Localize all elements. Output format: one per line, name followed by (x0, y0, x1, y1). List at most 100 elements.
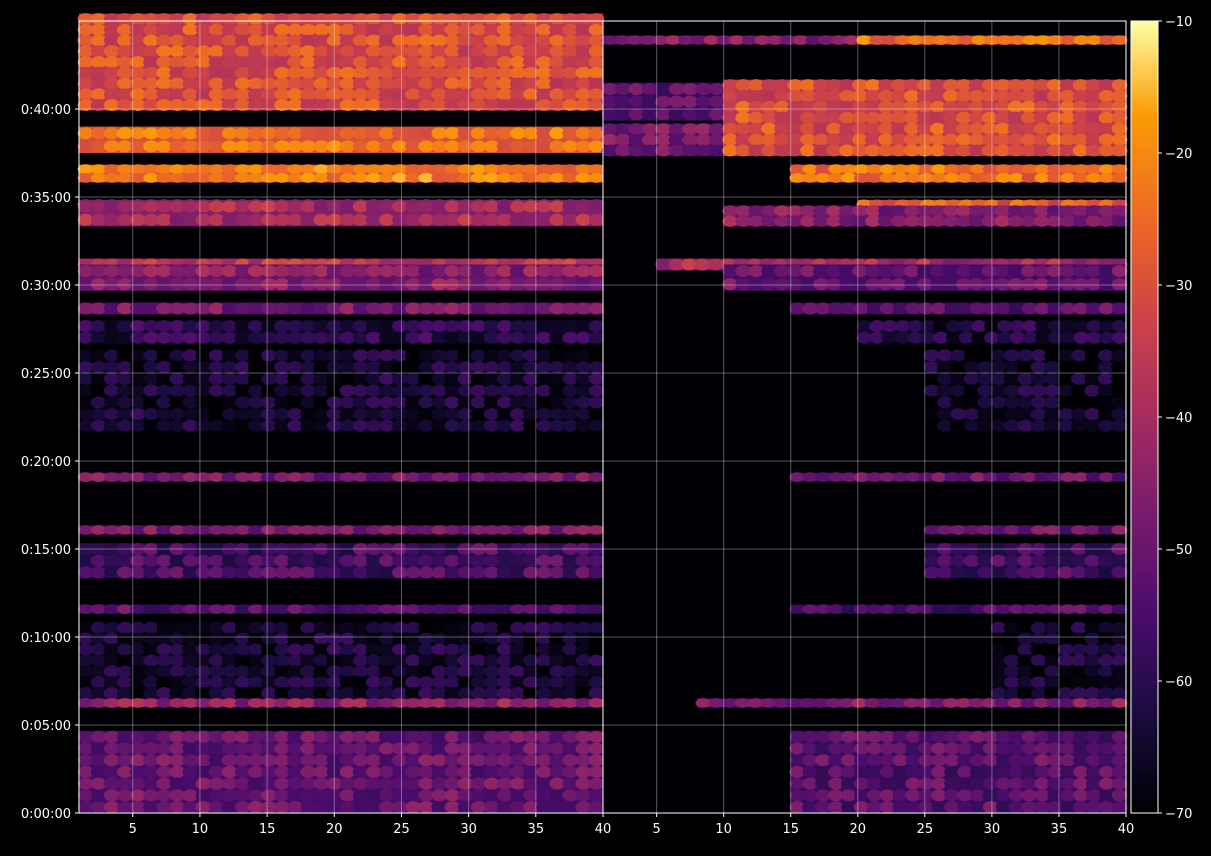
heatmap-cell (1046, 100, 1063, 113)
heatmap-cell (839, 215, 855, 227)
heatmap-cell (562, 99, 579, 112)
heatmap-cell (274, 730, 290, 743)
heatmap-cell (931, 742, 947, 755)
heatmap-cell (169, 384, 186, 397)
heatmap-cell (195, 349, 212, 362)
heatmap-cell (879, 777, 896, 790)
heatmap-cell (470, 419, 487, 432)
heatmap-cell (444, 45, 461, 58)
heatmap-cell (1021, 765, 1038, 778)
heatmap-cell (615, 82, 632, 95)
heatmap-cell (261, 525, 277, 535)
heatmap-cell (221, 754, 238, 767)
heatmap-cell (536, 730, 552, 743)
heatmap-cell (549, 302, 566, 315)
heatmap-cell (994, 698, 1011, 708)
heatmap-cell (313, 320, 330, 333)
heatmap-cell (143, 384, 159, 397)
heatmap-cell (562, 742, 579, 755)
heatmap-cell (313, 525, 330, 535)
heatmap-cell (234, 13, 251, 25)
heatmap-cell (234, 525, 251, 535)
heatmap-cell (405, 777, 421, 790)
heatmap-cell (352, 331, 369, 344)
heatmap-cell (496, 566, 513, 579)
heatmap-cell (418, 349, 435, 362)
heatmap-cell (405, 13, 421, 25)
heatmap-cell (1111, 215, 1128, 227)
colorbar-tick-label: −20 (1165, 147, 1192, 162)
heatmap-cell (103, 419, 120, 432)
heatmap-cell (431, 66, 448, 79)
heatmap-cell (995, 302, 1012, 315)
heatmap-cell (405, 765, 421, 778)
heatmap-cell (1057, 554, 1074, 567)
heatmap-cell (313, 621, 330, 634)
heatmap-cell (418, 554, 435, 567)
heatmap-cell (431, 801, 448, 814)
heatmap-cell (287, 654, 304, 667)
heatmap-cell (378, 127, 395, 140)
heatmap-cell (116, 200, 133, 213)
heatmap-cell (828, 604, 844, 614)
heatmap-cell (977, 419, 994, 432)
heatmap-cell (774, 265, 790, 278)
heatmap-cell (470, 665, 487, 678)
heatmap-cell (1098, 164, 1115, 174)
heatmap-cell (509, 265, 526, 278)
heatmap-cell (195, 676, 212, 689)
heatmap-cell (234, 127, 251, 140)
heatmap-cell (1020, 698, 1037, 708)
heatmap-cell (313, 801, 330, 814)
heatmap-cell (865, 122, 881, 135)
heatmap-cell (856, 320, 872, 333)
heatmap-cell (866, 742, 883, 755)
heatmap-cell (195, 200, 212, 213)
heatmap-cell (722, 133, 738, 146)
heatmap-cell (1097, 384, 1114, 397)
heatmap-cell (116, 676, 133, 689)
heatmap-cell (1111, 396, 1128, 409)
heatmap-cell (326, 801, 343, 814)
heatmap-cell (156, 265, 173, 278)
heatmap-cell (431, 361, 448, 374)
heatmap-cell (392, 265, 408, 278)
heatmap-cell (300, 23, 317, 36)
heatmap-cell (1085, 205, 1102, 217)
heatmap-cell (792, 35, 809, 45)
heatmap-cell (990, 554, 1007, 567)
heatmap-cell (787, 111, 803, 124)
heatmap-cell (143, 265, 159, 278)
heatmap-cell (918, 742, 934, 755)
heatmap-cell (536, 765, 552, 778)
heatmap-cell (1007, 278, 1024, 291)
heatmap-cell (575, 654, 592, 667)
heatmap-cell (1084, 665, 1101, 678)
heatmap-cell (1020, 265, 1037, 278)
heatmap-cell (483, 698, 500, 708)
heatmap-cell (274, 34, 290, 47)
heatmap-cell (789, 173, 805, 183)
heatmap-cell (523, 543, 539, 555)
heatmap-cell (221, 765, 238, 778)
heatmap-cell (1017, 543, 1034, 555)
heatmap-cell (300, 331, 317, 344)
heatmap-cell (103, 361, 120, 374)
heatmap-cell (977, 543, 994, 555)
heatmap-cell (392, 200, 408, 213)
heatmap-cell (813, 205, 829, 217)
heatmap-cell (339, 543, 356, 555)
heatmap-cell (208, 265, 225, 278)
heatmap-cell (274, 742, 290, 755)
heatmap-cell (247, 687, 264, 700)
heatmap-cell (483, 77, 500, 90)
heatmap-cell (470, 543, 487, 555)
heatmap-cell (789, 604, 805, 614)
heatmap-cell (944, 789, 960, 802)
heatmap-cell (77, 66, 94, 79)
heatmap-cell (549, 604, 566, 614)
heatmap-cell (761, 90, 777, 103)
heatmap-cell (208, 278, 225, 291)
heatmap-cell (431, 77, 448, 90)
heatmap-cell (143, 56, 159, 68)
